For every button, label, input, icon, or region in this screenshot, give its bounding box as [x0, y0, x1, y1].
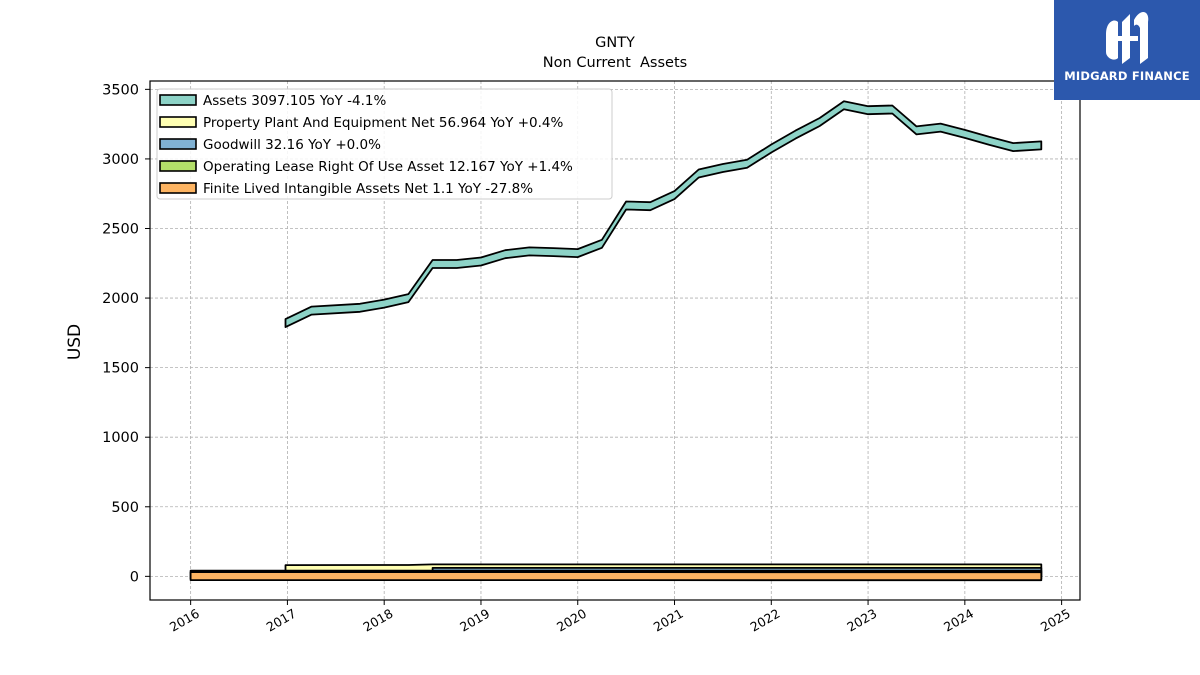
legend-swatch: [159, 160, 197, 172]
y-tick-label: 3500: [102, 82, 139, 98]
chart-title: GNTY: [595, 35, 635, 51]
legend-label: Assets 3097.105 YoY -4.1%: [203, 93, 387, 109]
series-assets: [284, 100, 1043, 328]
series-layer: [189, 100, 1043, 582]
x-tick-label: 2020: [554, 606, 589, 635]
legend-label: Operating Lease Right Of Use Asset 12.16…: [203, 159, 573, 175]
x-tick-label: 2019: [457, 606, 492, 635]
legend: Assets 3097.105 YoY -4.1% Property Plant …: [156, 88, 613, 200]
brand-logo-icon: [1106, 11, 1149, 64]
x-tick-label: 2023: [844, 606, 879, 635]
series-finite-lived-intangible-assets-net: [189, 571, 1043, 582]
legend-swatch: [159, 116, 197, 128]
x-tick-label: 2016: [167, 606, 202, 635]
y-tick-label: 500: [111, 500, 139, 516]
y-tick-label: 2000: [102, 291, 139, 307]
x-tick-label: 2021: [651, 606, 686, 635]
x-tick-label: 2025: [1038, 606, 1073, 635]
brand-logo: MIDGARD FINANCE: [1054, 0, 1200, 100]
brand-logo-text: MIDGARD FINANCE: [1064, 69, 1190, 83]
chart-subtitle: Non Current Assets: [543, 55, 687, 71]
y-axis-label: USD: [65, 324, 85, 360]
x-tick-label: 2018: [360, 606, 395, 635]
y-tick-label: 1000: [102, 430, 139, 446]
x-tick-label: 2017: [264, 606, 299, 635]
legend-swatch: [159, 138, 197, 150]
legend-label: Finite Lived Intangible Assets Net 1.1 Y…: [203, 181, 533, 197]
y-tick-label: 1500: [102, 361, 139, 377]
x-tick-label: 2022: [748, 606, 783, 635]
legend-label: Goodwill 32.16 YoY +0.0%: [203, 137, 381, 153]
y-tick-label: 0: [130, 569, 139, 585]
y-tick-label: 3000: [102, 152, 139, 168]
legend-box: [156, 88, 613, 200]
y-tick-label: 2500: [102, 221, 139, 237]
x-tick-label: 2024: [941, 606, 976, 635]
legend-label: Property Plant And Equipment Net 56.964 …: [203, 115, 563, 131]
plot-frame: [149, 80, 1081, 601]
legend-swatch: [159, 94, 197, 106]
legend-swatch: [159, 182, 197, 194]
